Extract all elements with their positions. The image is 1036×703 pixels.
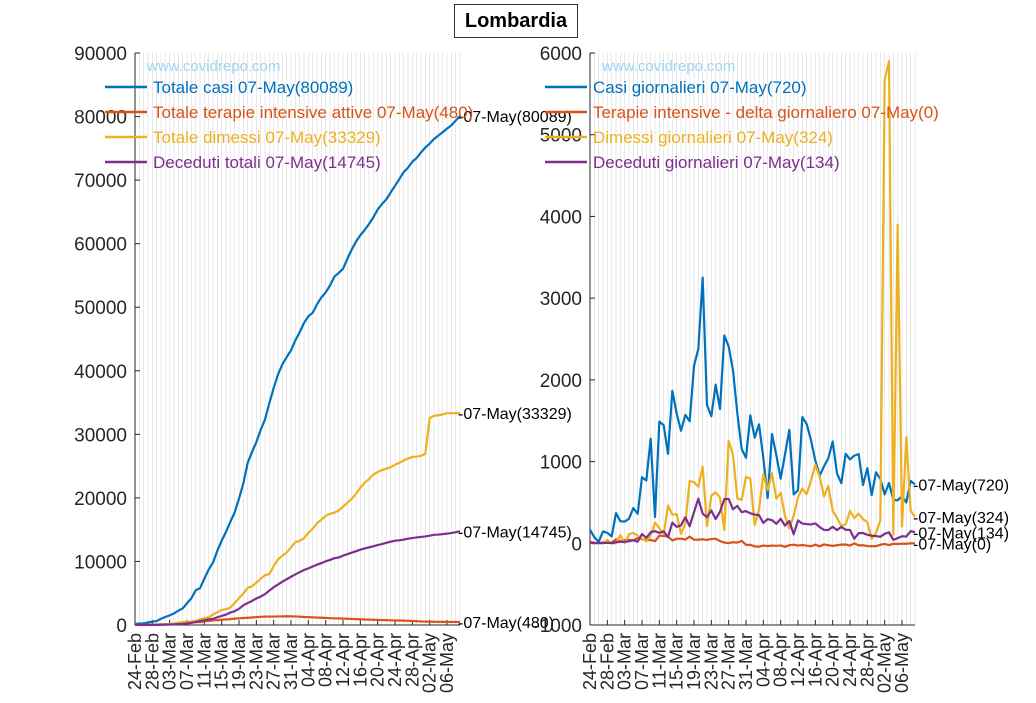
y-tick-label: -1000 <box>533 616 582 637</box>
x-tick-label: 15-Mar <box>212 633 232 690</box>
x-tick-label: 31-Mar <box>281 633 301 690</box>
chart-panel-cumulative: 0 10000 20000 30000 40000 50000 60000 70000 8000… <box>74 44 572 693</box>
legend-label: Totale terapie intensive attive 07-May(4… <box>153 103 473 122</box>
y-tick-label: 0 <box>116 616 127 637</box>
legend: Totale casi 07-May(80089) Totale terapie … <box>105 78 473 172</box>
end-label: -07-May(14745) <box>458 524 572 541</box>
x-tick-label: 24-Apr <box>385 633 405 687</box>
x-tick-label: 28-Apr <box>402 633 422 687</box>
y-tick-label: 50000 <box>74 298 127 319</box>
x-tick-label: 04-Apr <box>298 633 318 687</box>
y-tick-label: 80000 <box>74 108 127 129</box>
x-tick-label: 19-Mar <box>229 633 249 690</box>
y-tick-label: 20000 <box>74 489 127 510</box>
y-tick-label: 0 <box>571 534 582 555</box>
y-tick-label: 60000 <box>74 235 127 256</box>
figure-title: Lombardia <box>454 4 578 38</box>
x-tick-label: 28-Feb <box>597 633 617 690</box>
x-tick-label: 16-Apr <box>805 633 825 687</box>
y-tick-label: 2000 <box>540 371 582 392</box>
x-tick-label: 02-May <box>875 633 895 693</box>
legend-label: Deceduti totali 07-May(14745) <box>153 153 381 172</box>
series-line <box>135 412 460 627</box>
legend-label: Casi giornalieri 07-May(720) <box>593 78 807 97</box>
x-tick-label: 24-Apr <box>840 633 860 687</box>
x-tick-label: 24-Feb <box>125 633 145 690</box>
y-tick-label: 30000 <box>74 425 127 446</box>
grid <box>134 53 461 625</box>
x-tick-label: 06-May <box>437 633 457 693</box>
x-tick-label: 07-Mar <box>177 633 197 690</box>
x-tick-label: 11-Mar <box>194 633 214 689</box>
x-tick-label: 19-Mar <box>684 633 704 690</box>
series-line <box>134 530 461 627</box>
x-tick-label: 20-Apr <box>823 633 843 687</box>
y-tick-label: 70000 <box>74 171 127 192</box>
watermark: www.covidrepo.com <box>146 58 280 75</box>
legend-label: Totale casi 07-May(80089) <box>153 78 353 97</box>
y-tick-label: 1000 <box>540 453 582 474</box>
x-tick-label: 07-Mar <box>632 633 652 690</box>
y-tick-label: 4000 <box>540 207 582 228</box>
x-tick-label: 06-May <box>892 633 912 693</box>
x-tick-label: 12-Apr <box>788 633 808 687</box>
x-tick-label: 28-Feb <box>142 633 162 690</box>
end-label: -07-May(480) <box>458 615 554 632</box>
x-tick-label: 15-Mar <box>667 633 687 690</box>
x-tick-label: 04-Apr <box>753 633 773 687</box>
x-tick-label: 23-Mar <box>701 633 721 690</box>
legend-label: Dimessi giornalieri 07-May(324) <box>593 128 833 147</box>
y-tick-label: 90000 <box>74 44 127 65</box>
series-line <box>589 276 916 543</box>
x-tick-label: 27-Mar <box>719 633 739 690</box>
x-tick-label: 03-Mar <box>615 633 635 690</box>
x-tick-label: 28-Apr <box>857 633 877 687</box>
end-label: -07-May(80089) <box>458 109 572 126</box>
series-line <box>590 60 916 545</box>
end-label: -07-May(0) <box>913 536 991 553</box>
x-tick-label: 23-Mar <box>246 633 266 690</box>
x-tick-label: 31-Mar <box>736 633 756 690</box>
legend: Casi giornalieri 07-May(720) Terapie inte… <box>545 78 939 172</box>
end-label: -07-May(134) <box>913 525 1009 542</box>
x-tick-label: 11-Mar <box>649 633 669 689</box>
x-tick-label: 20-Apr <box>368 633 388 687</box>
end-label: -07-May(33329) <box>458 406 572 423</box>
end-label: -07-May(720) <box>913 477 1009 494</box>
series-line <box>589 497 916 545</box>
x-tick-label: 27-Mar <box>264 633 284 690</box>
y-tick-label: 6000 <box>540 44 582 65</box>
end-label: -07-May(324) <box>913 510 1009 527</box>
legend-label: Deceduti giornalieri 07-May(134) <box>593 153 840 172</box>
x-tick-label: 16-Apr <box>350 633 370 687</box>
x-tick-label: 03-Mar <box>160 633 180 690</box>
x-tick-label: 08-Apr <box>771 633 791 687</box>
legend-label: Terapie intensive - delta giornaliero 07… <box>593 103 939 122</box>
chart-panel-daily: -1000010002000300040005000600024-Feb28-F… <box>533 44 1009 693</box>
y-tick-label: 10000 <box>74 552 127 573</box>
y-tick-label: 40000 <box>74 362 127 383</box>
x-tick-label: 08-Apr <box>316 633 336 687</box>
series-line <box>134 115 461 626</box>
x-tick-label: 02-May <box>420 633 440 693</box>
x-tick-label: 24-Feb <box>580 633 600 690</box>
watermark: www.covidrepo.com <box>601 58 735 75</box>
y-tick-label: 3000 <box>540 289 582 310</box>
x-tick-label: 12-Apr <box>333 633 353 687</box>
legend-label: Totale dimessi 07-May(33329) <box>153 128 381 147</box>
